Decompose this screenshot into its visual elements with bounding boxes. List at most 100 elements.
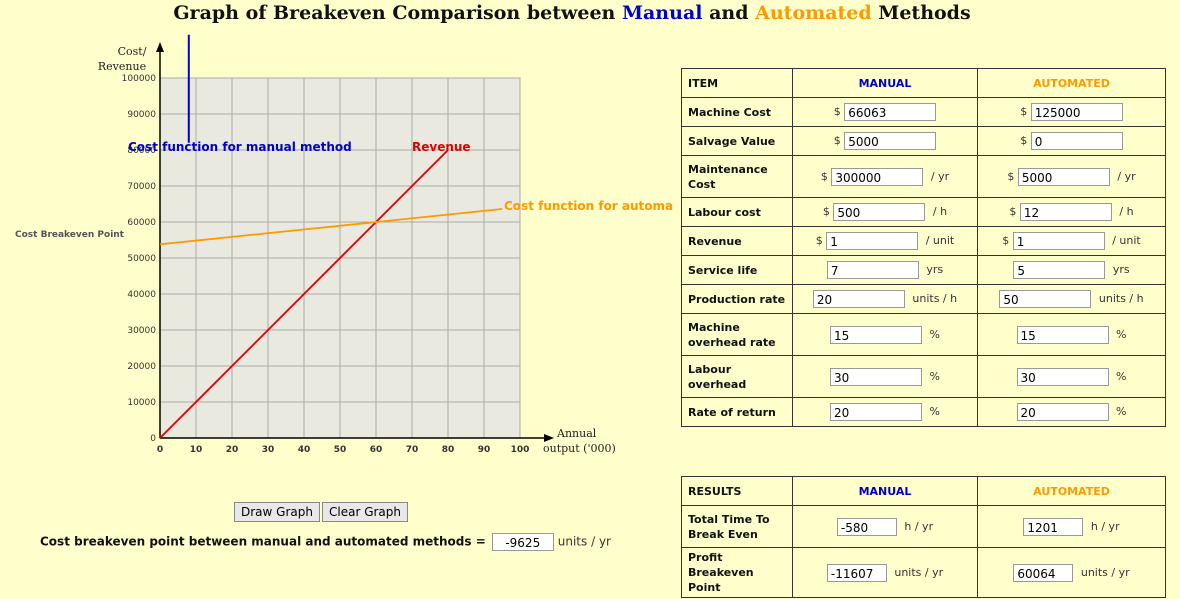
automated-unit: % (1116, 405, 1127, 418)
manual-result-unit: units / yr (894, 565, 944, 579)
automated-input[interactable]: 1 (1012, 232, 1105, 250)
y-tick-label: 30000 (127, 326, 156, 336)
manual-input[interactable]: 300000 (831, 167, 924, 186)
x-tick-label: 0 (157, 445, 163, 455)
header-item: ITEM (681, 68, 793, 98)
automated-cell: 30 % (977, 355, 1166, 398)
automated-unit: / h (1119, 205, 1134, 218)
y-axis-title-line1: Cost/ (118, 45, 147, 58)
x-axis-arrow (544, 434, 554, 442)
manual-input[interactable]: 30 (830, 367, 923, 386)
x-tick-labels: 0 10 20 30 40 50 60 70 80 90 100 (157, 445, 530, 455)
row-label: Salvage Value (681, 126, 793, 156)
x-tick-label: 30 (262, 445, 275, 455)
x-axis-title-line2: output ('000) (543, 442, 616, 455)
result-label: Total Time To Break Even (681, 505, 793, 548)
input-row: Labour cost $ 500 / h $ 12 / h (681, 197, 1166, 227)
results-header-row: RESULTS MANUAL AUTOMATED (681, 476, 1166, 506)
y-tick-label: 70000 (127, 182, 156, 192)
manual-result-cell: -11607 units / yr (792, 547, 978, 598)
automated-result-field[interactable]: 1201 (1023, 517, 1084, 536)
manual-currency: $ (833, 134, 841, 147)
y-axis-title-line2: Revenue (98, 60, 146, 73)
automated-unit: / unit (1112, 234, 1141, 247)
automated-cell: $ 125000 (977, 97, 1166, 127)
manual-input[interactable]: 7 (826, 261, 919, 279)
manual-input[interactable]: 500 (833, 203, 926, 221)
manual-unit: / yr (930, 169, 950, 183)
result-row: Total Time To Break Even -580 h / yr 1201 … (681, 505, 1166, 548)
y-tick-label: 20000 (127, 362, 156, 372)
automated-input[interactable]: 5 (1013, 261, 1106, 279)
manual-result-unit: h / yr (904, 519, 934, 533)
automated-input[interactable]: 20 (1016, 403, 1109, 421)
automated-input[interactable]: 5000 (1017, 167, 1110, 186)
draw-graph-button[interactable]: Draw Graph (234, 502, 320, 522)
cost-breakeven-field[interactable]: -9625 (491, 533, 554, 551)
manual-cell: $ 300000 / yr (792, 155, 978, 198)
manual-result-field[interactable]: -580 (836, 517, 897, 536)
manual-unit: % (929, 327, 940, 341)
manual-cell: 20 units / h (792, 284, 978, 314)
y-tick-label: 60000 (127, 218, 156, 228)
page-title: Graph of Breakeven Comparison between Ma… (0, 2, 1144, 24)
manual-currency: $ (833, 105, 841, 118)
x-tick-label: 60 (370, 445, 383, 455)
manual-cell: 20 % (792, 397, 978, 427)
manual-input[interactable]: 5000 (844, 132, 937, 150)
y-axis-arrow (156, 42, 164, 52)
row-label: Rate of return (681, 397, 793, 427)
manual-result-field[interactable]: -11607 (826, 563, 887, 582)
title-prefix: Graph of Breakeven Comparison between (173, 2, 622, 24)
clear-graph-button[interactable]: Clear Graph (322, 502, 409, 522)
series-label-revenue: Revenue (412, 140, 471, 154)
row-label: Machine Cost (681, 97, 793, 127)
manual-input[interactable]: 1 (826, 232, 919, 250)
input-row: Machine Cost $ 66063 $ 125000 (681, 97, 1166, 127)
title-automated: Automated (755, 2, 872, 24)
input-row: Salvage Value $ 5000 $ 0 (681, 126, 1166, 156)
automated-result-field[interactable]: 60064 (1013, 563, 1074, 582)
automated-unit: % (1116, 369, 1127, 383)
input-row: Rate of return 20 % 20 % (681, 397, 1166, 427)
chart-series (159, 34, 503, 439)
automated-input[interactable]: 50 (999, 290, 1092, 308)
manual-input[interactable]: 20 (830, 403, 923, 421)
y-tick-label: 10000 (127, 398, 156, 408)
row-label: Maintenance Cost (681, 155, 793, 198)
row-label: Labour overhead (681, 355, 793, 398)
manual-cell: $ 500 / h (792, 197, 978, 227)
automated-result-cell: 1201 h / yr (977, 505, 1166, 548)
automated-input[interactable]: 12 (1019, 203, 1112, 221)
row-label: Service life (681, 255, 793, 285)
x-tick-label: 50 (334, 445, 347, 455)
manual-cell: $ 66063 (792, 97, 978, 127)
manual-cell: 30 % (792, 355, 978, 398)
cost-breakeven-point-label: Cost Breakeven Point (15, 230, 125, 240)
x-tick-label: 90 (478, 445, 491, 455)
automated-input[interactable]: 15 (1016, 325, 1109, 344)
automated-cell: 50 units / h (977, 284, 1166, 314)
cost-breakeven-unit: units / yr (557, 534, 611, 549)
manual-unit: % (929, 369, 940, 383)
automated-input[interactable]: 0 (1030, 132, 1123, 150)
automated-unit: / yr (1117, 169, 1136, 183)
automated-currency: $ (1007, 169, 1015, 183)
automated-cell: $ 5000 / yr (977, 155, 1166, 198)
input-row: Maintenance Cost $ 300000 / yr $ 5000 / yr (681, 155, 1166, 198)
y-tick-label: 100000 (122, 74, 157, 84)
manual-input[interactable]: 20 (812, 290, 905, 308)
automated-input[interactable]: 30 (1016, 367, 1109, 386)
manual-cell: $ 1 / unit (792, 226, 978, 256)
automated-input[interactable]: 125000 (1030, 103, 1123, 121)
automated-unit: % (1116, 327, 1127, 341)
y-tick-label: 90000 (127, 110, 156, 120)
manual-input[interactable]: 15 (830, 325, 923, 344)
manual-input[interactable]: 66063 (844, 103, 937, 121)
cost-breakeven-label: Cost breakeven point between manual and … (40, 534, 486, 549)
automated-cell: $ 0 (977, 126, 1166, 156)
chart-axes (156, 42, 554, 442)
automated-currency: $ (1009, 205, 1017, 218)
input-row: Machine overhead rate 15 % 15 % (681, 313, 1166, 356)
automated-result-unit: units / yr (1080, 565, 1130, 579)
